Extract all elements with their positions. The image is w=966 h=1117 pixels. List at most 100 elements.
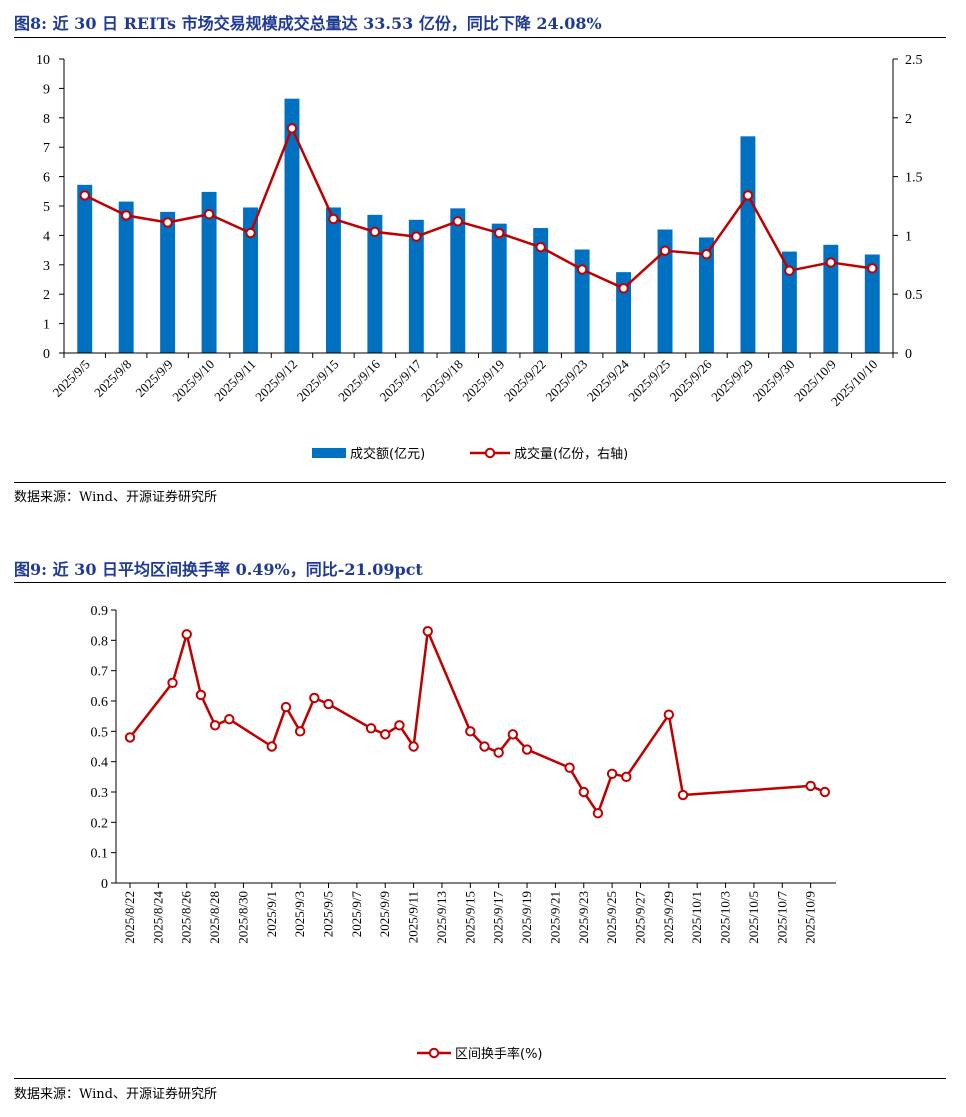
- turnover-line: [129, 629, 826, 815]
- right-y-tick-label: 2.5: [905, 53, 923, 68]
- turnover-point: [819, 786, 831, 798]
- turnover-point: [592, 808, 604, 819]
- left-y-tick-label: 5: [43, 200, 50, 215]
- bar: [823, 244, 839, 353]
- y-tick-label: 0.1: [91, 847, 109, 862]
- volume-point: [825, 257, 837, 268]
- x-tick-label: 2025/9/24: [584, 356, 632, 404]
- volume-point: [452, 216, 463, 227]
- volume-point: [162, 217, 173, 228]
- figure8-title-rule: [14, 37, 946, 38]
- bar: [201, 191, 217, 353]
- x-tick-label: 2025/9/15: [294, 357, 342, 405]
- turnover-point: [294, 726, 306, 737]
- turnover-point: [124, 732, 136, 743]
- x-tick-label: 2025/9/23: [542, 357, 590, 405]
- left-y-tick-label: 4: [43, 229, 50, 244]
- y-tick-label: 0: [101, 877, 108, 892]
- turnover-point: [677, 789, 689, 801]
- figure8-bottom-rule: [14, 482, 946, 483]
- x-tick-label: 2025/8/24: [150, 891, 165, 944]
- left-y-tick-label: 7: [43, 141, 50, 156]
- bar: [864, 254, 880, 353]
- figure9-title-rule: [14, 582, 946, 583]
- x-tick-label: 2025/9/7: [349, 891, 364, 938]
- x-tick-label: 2025/9/5: [50, 357, 93, 400]
- right-y-tick-label: 0: [905, 347, 912, 362]
- bar: [450, 208, 466, 353]
- y-tick-label: 0.5: [91, 725, 109, 740]
- figure8-source: 数据来源：Wind、开源证券研究所: [14, 490, 217, 505]
- turnover-point: [224, 714, 235, 725]
- x-tick-label: 2025/9/10: [169, 357, 217, 405]
- x-tick-label: 2025/10/1: [689, 891, 704, 944]
- volume-point: [701, 249, 712, 260]
- right-y-tick-label: 0.5: [905, 288, 923, 303]
- bar: [243, 207, 258, 353]
- x-tick-label: 2025/8/30: [235, 891, 250, 944]
- bar: [574, 249, 590, 353]
- bar: [367, 214, 383, 353]
- legend-line-label: 成交量(亿份，右轴): [514, 446, 628, 462]
- bar: [408, 219, 424, 353]
- turnover-point: [365, 723, 377, 734]
- bar: [491, 223, 507, 353]
- turnover-point: [323, 698, 334, 710]
- figure8-combo-chart: 0 1 2 3 4 5 6 7 8 9 10 0 0.5 1 1.5 2 2.5 2025/9/52025/9/8…: [36, 53, 923, 462]
- turnover-point: [564, 762, 575, 773]
- volume-point: [494, 227, 505, 239]
- turnover-point: [621, 771, 632, 783]
- left-y-tick-label: 8: [43, 112, 50, 127]
- x-tick-label: 2025/10/9: [803, 891, 818, 944]
- volume-line: [84, 127, 873, 290]
- bar: [699, 237, 714, 353]
- left-y-tick-label: 9: [43, 82, 50, 97]
- y-tick-label: 0.3: [91, 786, 109, 801]
- turnover-point: [805, 780, 816, 792]
- right-y-tick-label: 2: [905, 112, 912, 127]
- x-tick-label: 2025/9/27: [632, 891, 647, 944]
- volume-point: [618, 283, 629, 294]
- figure9-title: 图9: 近 30 日平均区间换手率 0.49%，同比-21.09pct: [14, 560, 423, 579]
- x-tick-label: 2025/8/22: [122, 891, 137, 944]
- volume-point: [286, 123, 298, 134]
- x-tick-label: 2025/9/30: [750, 357, 798, 405]
- x-tick-label: 2025/9/19: [519, 891, 534, 944]
- volume-point: [79, 190, 90, 201]
- x-tick-label: 2025/9/17: [377, 356, 425, 404]
- x-tick-label: 2025/9/15: [462, 891, 477, 944]
- turnover-point: [209, 720, 221, 731]
- figure9-bottom-rule: [14, 1078, 946, 1079]
- x-tick-label: 2025/9/12: [252, 357, 300, 405]
- x-tick-label: 2025/9/9: [377, 891, 392, 937]
- x-tick-label: 2025/9/21: [547, 891, 562, 944]
- turnover-point: [309, 692, 320, 704]
- turnover-point: [663, 709, 675, 720]
- turnover-point: [266, 741, 277, 752]
- x-tick-label: 2025/8/28: [207, 891, 222, 944]
- bar: [118, 201, 134, 353]
- turnover-point: [606, 768, 618, 780]
- turnover-point: [578, 786, 589, 798]
- y-tick-label: 0.4: [91, 756, 109, 771]
- bar: [616, 272, 632, 353]
- left-y-tick-label: 2: [43, 288, 50, 303]
- x-tick-label: 2025/10/7: [774, 891, 789, 944]
- bar: [657, 229, 673, 353]
- volume-point: [411, 231, 422, 242]
- turnover-point: [422, 626, 433, 637]
- left-y-tick-label: 0: [43, 347, 50, 362]
- figure9-line-chart: 0 0.1 0.2 0.3 0.4 0.5 0.6 0.7 0.8 0.9 2025/8/22 202…: [91, 604, 836, 1062]
- bar: [325, 207, 341, 353]
- x-tick-label: 2025/9/17: [491, 891, 506, 944]
- bar: [160, 211, 176, 353]
- volume-point: [867, 263, 878, 274]
- turnover-point: [479, 741, 490, 752]
- turnover-point: [408, 741, 419, 752]
- left-y-tick-label: 6: [43, 171, 50, 186]
- turnover-point: [465, 726, 476, 737]
- x-tick-label: 2025/9/23: [576, 891, 591, 944]
- x-tick-label: 2025/9/16: [335, 356, 383, 404]
- x-tick-label: 2025/9/29: [661, 891, 676, 944]
- x-tick-label: 2025/9/11: [406, 891, 421, 943]
